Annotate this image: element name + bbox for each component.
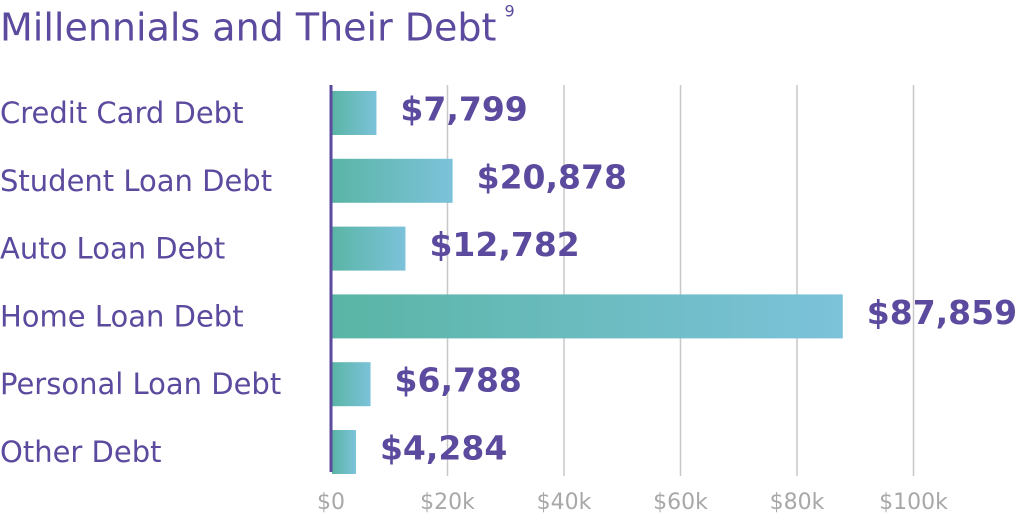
value-label: $87,859 — [867, 293, 1017, 332]
x-tick-label: $100k — [879, 490, 948, 515]
value-label: $7,799 — [400, 90, 527, 129]
category-label: Home Loan Debt — [0, 299, 244, 333]
bar — [332, 226, 406, 271]
category-label: Auto Loan Debt — [0, 232, 225, 266]
category-label: Credit Card Debt — [0, 96, 243, 130]
bar — [332, 158, 453, 203]
bar — [332, 91, 377, 135]
x-tick-label: $60k — [653, 490, 708, 515]
category-label: Other Debt — [0, 435, 162, 469]
bar — [332, 362, 371, 407]
bar — [332, 294, 843, 339]
bar — [332, 430, 356, 474]
chart-title: Millennials and Their Debt — [0, 6, 496, 50]
value-label: $4,284 — [380, 429, 507, 468]
value-label: $6,788 — [395, 361, 522, 400]
x-tick-label: $0 — [317, 490, 345, 515]
value-label: $12,782 — [429, 225, 579, 264]
x-tick-label: $80k — [770, 490, 825, 515]
x-tick-label: $40k — [537, 490, 592, 515]
category-label: Personal Loan Debt — [0, 367, 281, 401]
title-superscript: 9 — [504, 2, 514, 21]
category-label: Student Loan Debt — [0, 164, 272, 198]
x-tick-label: $20k — [420, 490, 475, 515]
value-label: $20,878 — [477, 157, 627, 196]
